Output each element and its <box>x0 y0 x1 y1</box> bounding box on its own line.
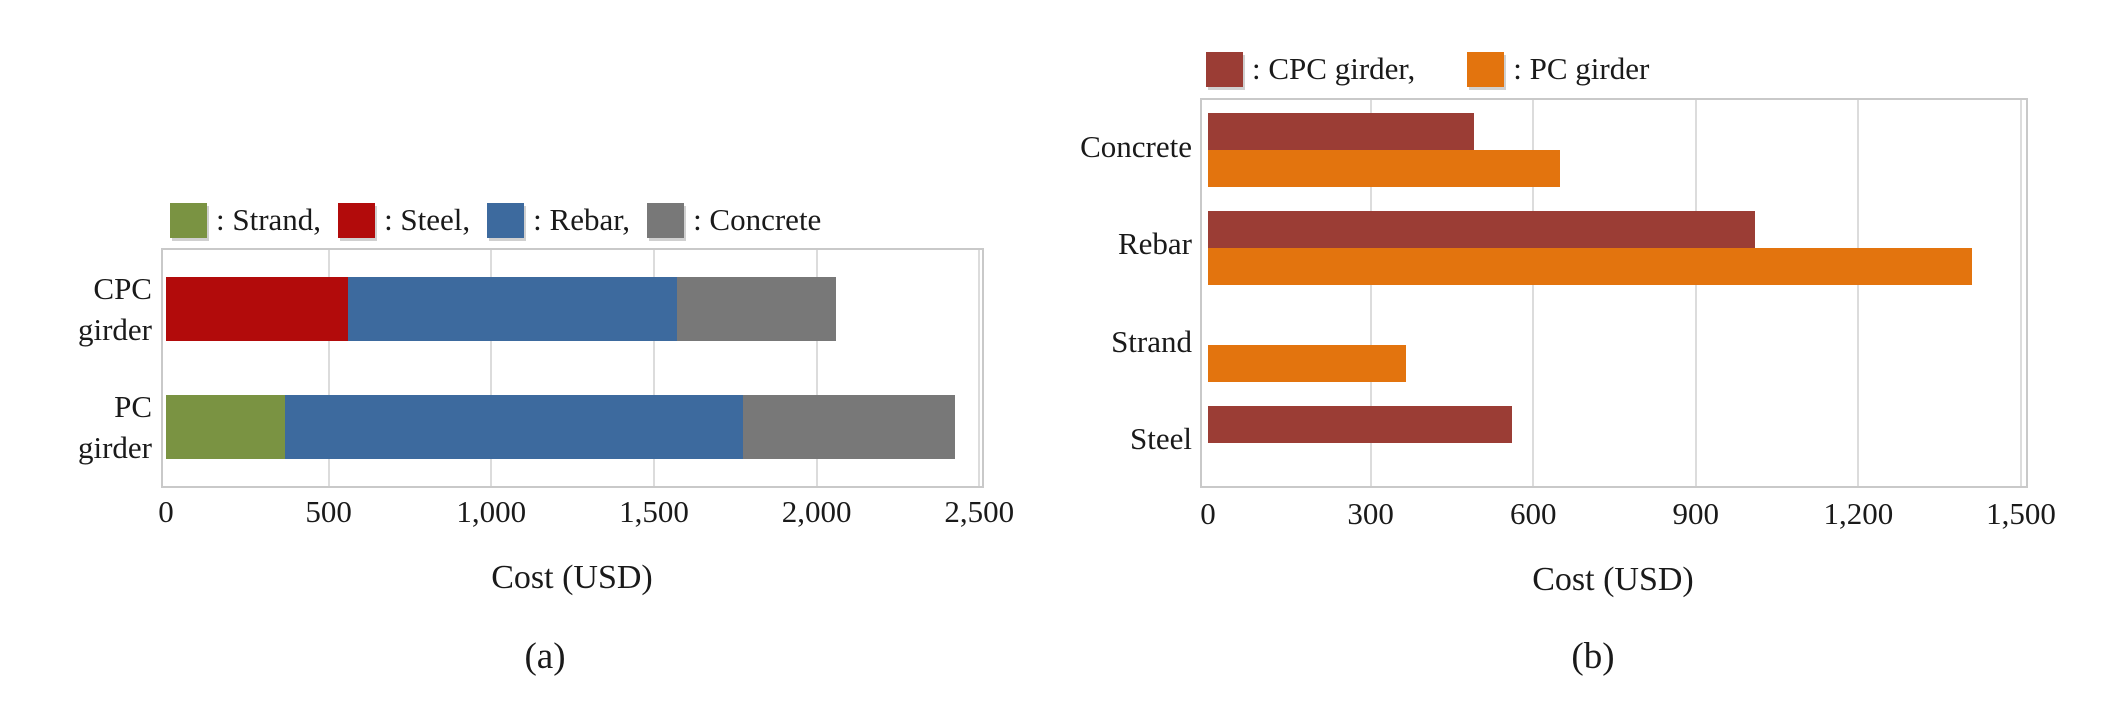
legend-swatch-icon <box>170 202 207 238</box>
gridline <box>1857 100 1860 486</box>
legend-swatch-icon <box>647 202 685 238</box>
bar-pc-girder-strand <box>1208 345 1406 382</box>
x-tick-label: 2,500 <box>944 494 1015 529</box>
chart-a-legend: : Strand, : Steel, : Rebar, : Concrete <box>170 202 821 238</box>
legend-label: : Concrete <box>693 202 822 237</box>
chart-b-plot-area <box>1200 98 2028 488</box>
x-tick-label: 300 <box>1347 496 1394 531</box>
legend-label: : Strand, <box>216 202 322 237</box>
bar-cpc-girder-rebar <box>1208 210 1756 248</box>
category-label-pc-girder: PC girder <box>77 389 152 465</box>
bar-pc-girder-rebar <box>1208 247 1973 285</box>
x-tick-label: 1,500 <box>1986 496 2056 531</box>
gridline <box>652 250 655 486</box>
gridline <box>1532 100 1535 486</box>
chart-b-xlabel: Cost (USD) <box>1532 561 1694 598</box>
bar-rebar-pc-girder <box>284 395 744 459</box>
legend-item-cpc-girder: : CPC girder, <box>1206 51 1415 87</box>
x-tick-label: 0 <box>158 494 174 529</box>
legend-label: : PC girder <box>1513 51 1650 86</box>
bar-concrete-pc-girder <box>743 395 955 459</box>
legend-swatch-icon <box>487 202 525 238</box>
gridline <box>978 250 981 486</box>
legend-item-steel: : Steel, <box>338 202 470 238</box>
gridline <box>2020 100 2022 486</box>
bar-cpc-girder-steel <box>1208 405 1512 443</box>
category-label-rebar: Rebar <box>1117 226 1192 261</box>
bar-cpc-girder-concrete <box>1208 113 1474 150</box>
x-tick-label: 0 <box>1200 496 1216 531</box>
legend-label: : CPC girder, <box>1252 51 1416 86</box>
gridline <box>1694 100 1697 486</box>
x-tick-label: 900 <box>1672 496 1720 531</box>
legend-item-concrete: : Concrete <box>647 202 821 238</box>
x-tick-label: 600 <box>1509 496 1557 531</box>
legend-swatch-icon <box>1206 51 1243 87</box>
bar-strand-pc-girder <box>166 395 285 459</box>
legend-label: : Rebar, <box>533 202 631 237</box>
chart-a-xlabel: Cost (USD) <box>491 559 653 596</box>
gridline <box>327 250 330 486</box>
legend-item-strand: : Strand, <box>170 202 321 238</box>
x-tick-label: 1,200 <box>1823 496 1894 531</box>
legend-item-pc-girder: : PC girder <box>1467 51 1649 87</box>
gridline <box>815 250 818 486</box>
legend-swatch-icon <box>338 202 376 238</box>
chart-a-plot-area <box>161 248 984 488</box>
bar-pc-girder-concrete <box>1208 150 1561 187</box>
chart-b-caption: (b) <box>1571 636 1615 677</box>
gridline <box>490 250 493 486</box>
chart-b-legend: : CPC girder, : PC girder <box>1206 51 1649 87</box>
legend-label: : Steel, <box>384 202 471 237</box>
category-label-strand: Strand <box>1111 324 1192 359</box>
x-tick-label: 1,500 <box>619 494 689 529</box>
bar-concrete-cpc-girder <box>676 277 837 341</box>
legend-item-rebar: : Rebar, <box>487 202 630 238</box>
chart-a-caption: (a) <box>524 636 566 677</box>
category-label-cpc-girder: CPC girder <box>77 271 152 347</box>
category-label-concrete: Concrete <box>1080 129 1192 164</box>
x-tick-label: 1,000 <box>456 494 527 529</box>
x-tick-label: 2,000 <box>781 494 852 529</box>
x-tick-label: 500 <box>305 494 352 529</box>
category-label-steel: Steel <box>1130 421 1192 456</box>
legend-swatch-icon <box>1467 51 1505 87</box>
bar-rebar-cpc-girder <box>348 277 677 341</box>
gridline <box>1369 100 1372 486</box>
bar-steel-cpc-girder <box>166 277 349 341</box>
